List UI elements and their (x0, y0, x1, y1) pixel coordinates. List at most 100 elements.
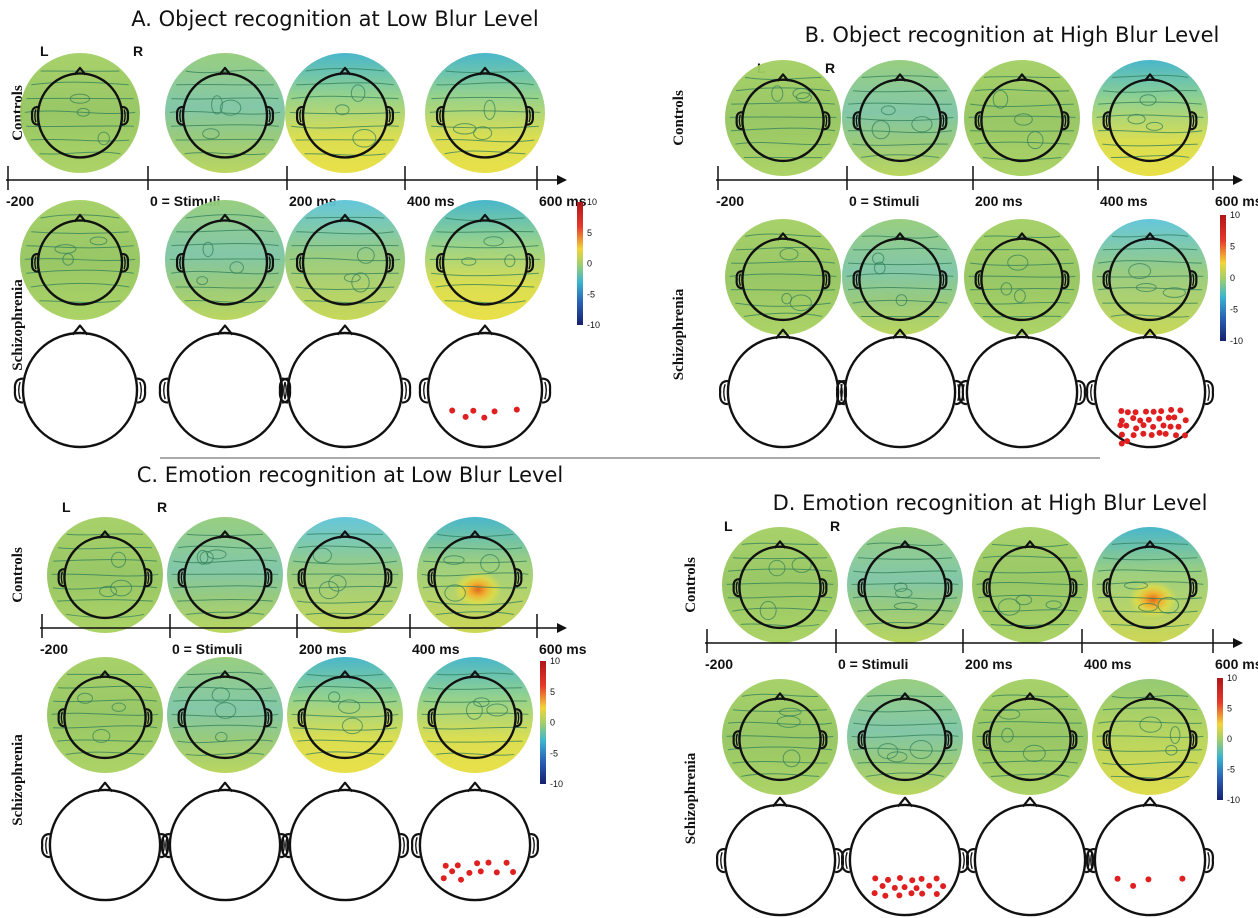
head-outline-group (974, 232, 1070, 322)
positive-peak (453, 570, 503, 609)
contour-island (909, 739, 933, 760)
contour-island (99, 585, 118, 598)
right-ear-inner (528, 109, 531, 123)
contour-line (185, 611, 265, 615)
colorbar-tick-label: -10 (550, 779, 563, 789)
electrode-dot (442, 862, 449, 869)
electrode-dot (1130, 415, 1137, 422)
electrode-dot (1123, 422, 1130, 429)
contour-line (435, 611, 515, 615)
contour-island (1045, 600, 1062, 610)
contour-island (350, 84, 366, 102)
left-ear-outline (177, 708, 185, 728)
electrode-dot (885, 876, 892, 883)
contour-line (1097, 130, 1203, 134)
head-outline (1108, 237, 1192, 322)
contour-island (776, 715, 801, 728)
timeline-tick-label: 0 = Stimuli (172, 641, 242, 657)
left-ear-inner (285, 837, 288, 855)
right-ear-inner (1071, 581, 1075, 595)
significant-electrodes (1114, 875, 1186, 889)
head-outline (63, 675, 147, 760)
contour-line (968, 275, 1076, 278)
contour-line (173, 559, 277, 564)
head-outline-group (57, 530, 153, 620)
contour-island (356, 247, 375, 264)
electrode-dot (1165, 414, 1172, 421)
colorbar-gradient (577, 202, 583, 325)
contour-line (1096, 735, 1204, 738)
right-ear-inner (544, 381, 547, 400)
electrode-dot (1145, 876, 1152, 883)
contour-line (427, 687, 523, 690)
contour-island (1162, 287, 1186, 298)
contour-island (486, 703, 509, 717)
left-ear-inner (300, 571, 304, 585)
electrode-dot (901, 884, 908, 891)
right-ear-inner (941, 273, 945, 287)
contour-line (865, 622, 945, 625)
contour-island (1026, 131, 1044, 150)
timeline-tick-label: 400 ms (407, 193, 455, 209)
left-ear-outline (418, 377, 429, 404)
contour-line (289, 111, 401, 115)
contour-line (860, 154, 940, 158)
colorbar-tick-label: -5 (1230, 305, 1238, 315)
colorbar-gradient (1220, 215, 1226, 341)
electrode-dot (474, 860, 481, 867)
significance-head (158, 324, 292, 449)
contour-island (466, 700, 483, 720)
head-outline (1093, 335, 1207, 449)
right-ear-outline (820, 578, 828, 598)
contour-line (39, 300, 121, 303)
right-ear-inner (146, 711, 150, 725)
contour-line (421, 572, 529, 577)
timeline-axis: -200 0 = Stimuli 200 ms 400 ms 600 ms (705, 629, 1258, 672)
colorbar-tick-label: 5 (587, 228, 592, 238)
contour-line (39, 151, 121, 155)
left-ear-outline (982, 730, 990, 750)
contour-island (1138, 602, 1158, 612)
head-outline (738, 545, 822, 630)
head-outline-group (177, 530, 273, 620)
controls-topomap (722, 527, 838, 643)
contour-line (431, 272, 539, 277)
electrode-dot (1150, 423, 1157, 430)
significant-electrodes (449, 406, 520, 421)
contour-island (1169, 726, 1181, 744)
nose-outline (216, 324, 234, 336)
right-ear-outline (526, 105, 535, 126)
contour-line (1102, 761, 1198, 766)
left-ear-outline (974, 111, 982, 131)
head-outline-group (297, 530, 393, 620)
significance-head (835, 328, 965, 449)
contour-island (992, 89, 1009, 109)
contour-line (983, 235, 1061, 239)
right-ear-outline (400, 832, 410, 859)
left-ear-outline (965, 847, 975, 874)
nose-outline (1013, 328, 1031, 340)
nose-outline (96, 781, 114, 793)
contour-line (297, 685, 393, 689)
electrode-dot (481, 414, 488, 421)
timeline-tick-label: 0 = Stimuli (849, 193, 919, 209)
right-ear-outline (1062, 270, 1070, 290)
electrode-dot (1145, 416, 1152, 423)
controls-topomap (425, 53, 545, 173)
contour-line (1111, 694, 1189, 699)
left-ear-outline (735, 111, 743, 131)
contour-line (24, 110, 136, 115)
contour-island (211, 687, 230, 703)
electrode-dot (1182, 417, 1189, 424)
contour-line (436, 231, 534, 233)
left-ear-inner (300, 711, 304, 725)
right-ear-outline (386, 105, 395, 126)
contour-line (1102, 89, 1198, 93)
timeline-tick-label: 200 ms (965, 656, 1013, 672)
right-ear-inner (532, 837, 535, 855)
left-ear-outline (718, 379, 728, 406)
colorbar-tick-label: 0 (550, 718, 555, 728)
contour-island (1000, 282, 1013, 296)
head-outline (168, 788, 282, 902)
contour-island (998, 598, 1021, 616)
